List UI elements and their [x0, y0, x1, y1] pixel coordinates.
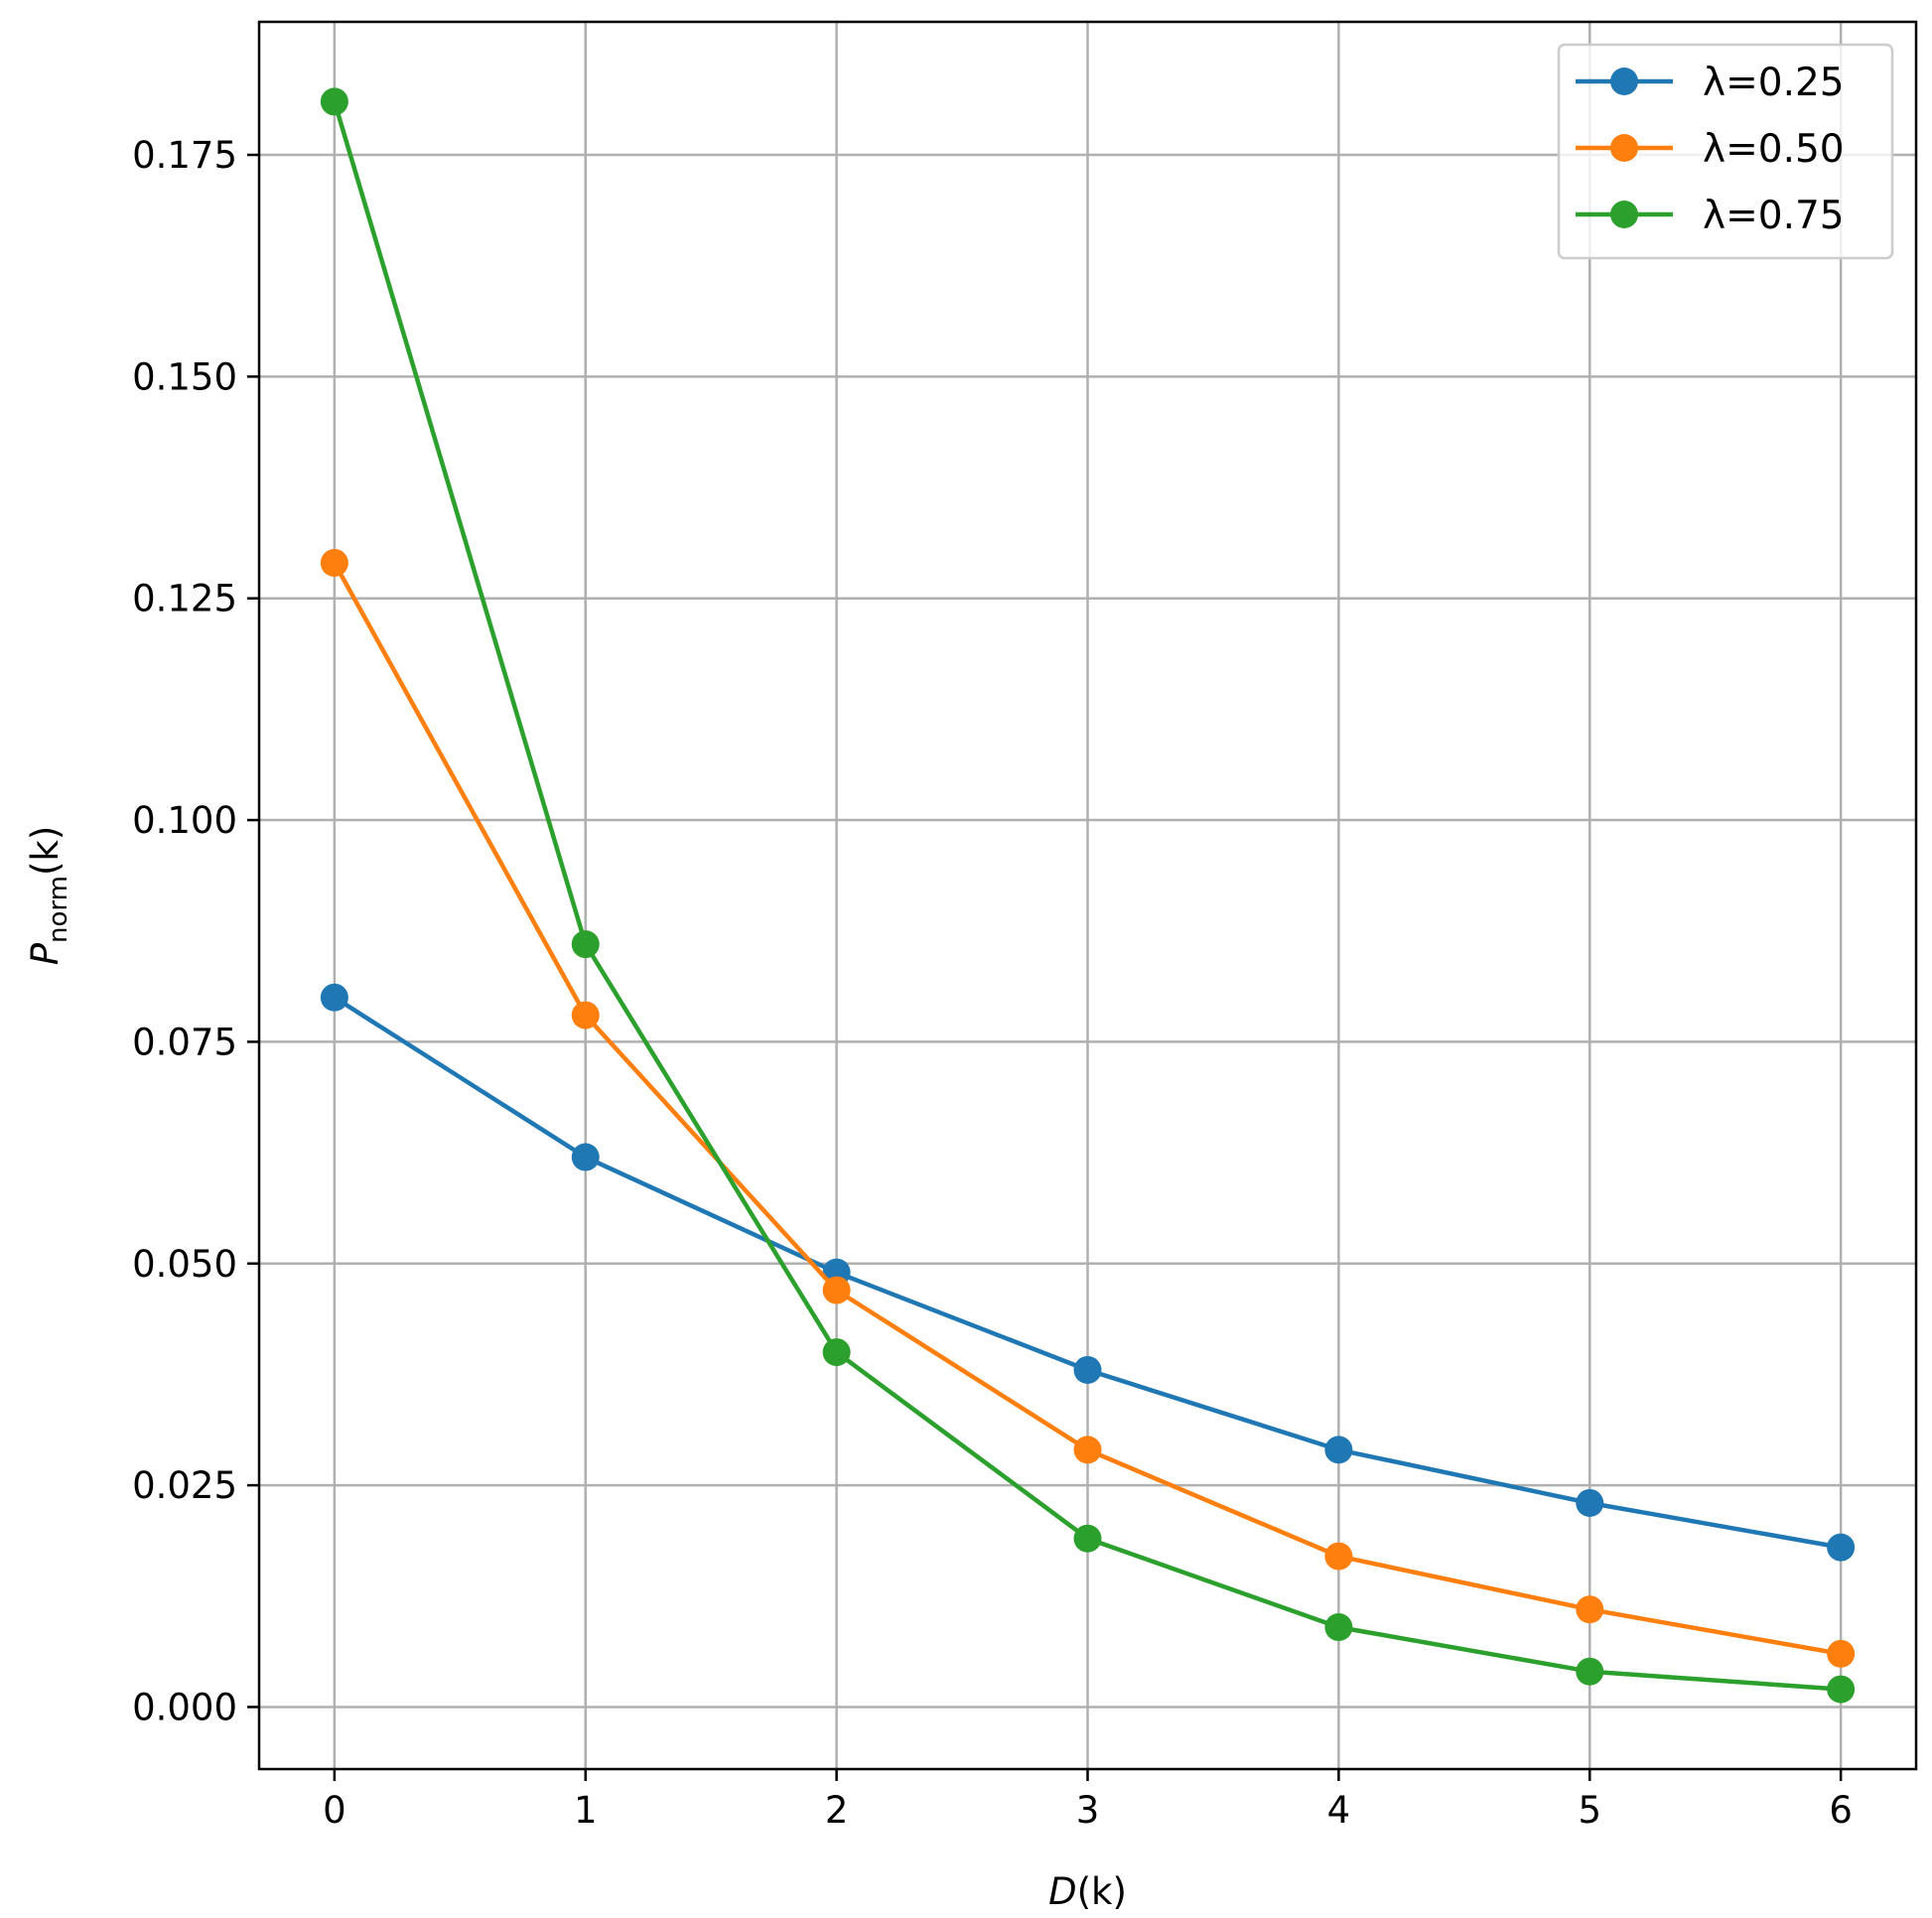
legend-marker — [1610, 68, 1638, 95]
data-point — [571, 930, 600, 959]
data-point — [571, 1143, 600, 1171]
x-axis-label-main: D — [1048, 1870, 1077, 1913]
data-point — [1576, 1595, 1604, 1624]
x-tick-label: 0 — [323, 1789, 346, 1832]
data-point — [1827, 1639, 1856, 1668]
x-axis-label: D(k) — [1048, 1870, 1127, 1913]
series-2 — [320, 548, 1856, 1668]
x-tick-label: 5 — [1578, 1789, 1601, 1832]
data-point — [1576, 1657, 1604, 1686]
data-point — [1576, 1488, 1604, 1517]
legend-label: λ=0.75 — [1703, 194, 1845, 238]
x-tick-label: 2 — [825, 1789, 849, 1832]
y-tick-label: 0.100 — [132, 799, 237, 842]
legend-item: λ=0.25 — [1576, 61, 1845, 105]
data-point — [1073, 1524, 1102, 1553]
y-tick-label: 0.000 — [132, 1686, 237, 1728]
x-tick-label: 1 — [574, 1789, 598, 1832]
y-tick-label: 0.050 — [132, 1243, 237, 1286]
legend-marker — [1610, 201, 1638, 228]
legend-marker — [1610, 134, 1638, 162]
data-point — [1827, 1533, 1856, 1562]
y-tick-label: 0.175 — [132, 134, 237, 177]
grid — [259, 22, 1916, 1769]
y-tick-label: 0.025 — [132, 1464, 237, 1507]
legend-box — [1557, 43, 1894, 260]
data-point — [320, 548, 348, 577]
y-tick-label: 0.150 — [132, 355, 237, 398]
data-point — [571, 1001, 600, 1029]
y-axis-label-sub: norm — [44, 876, 73, 943]
y-tick-label: 0.125 — [132, 578, 237, 620]
data-point — [1324, 1613, 1353, 1642]
data-point — [822, 1338, 851, 1367]
data-point — [1073, 1355, 1102, 1384]
axis-ticks: 0 1 2 3 4 5 6 0.000 0.025 0.050 0.075 0.100 0.125 0.1… — [132, 134, 1853, 1832]
data-point — [1324, 1542, 1353, 1571]
y-tick-label: 0.075 — [132, 1021, 237, 1063]
y-axis-label-rest: (k) — [24, 826, 67, 876]
legend-label: λ=0.25 — [1703, 61, 1845, 105]
data-point — [1827, 1675, 1856, 1704]
series-1 — [320, 983, 1856, 1562]
data-point — [320, 87, 348, 116]
data-point — [1073, 1436, 1102, 1464]
y-axis-label: Pnorm(k) — [24, 826, 73, 966]
series-3 — [320, 87, 1856, 1704]
data-point — [320, 983, 348, 1012]
data-point — [1324, 1436, 1353, 1464]
series-group — [320, 87, 1856, 1704]
x-tick-label: 3 — [1076, 1789, 1100, 1832]
data-point — [822, 1276, 851, 1304]
legend-item: λ=0.50 — [1576, 127, 1845, 172]
legend-item: λ=0.75 — [1576, 194, 1845, 238]
x-axis-label-rest: (k) — [1077, 1870, 1127, 1913]
legend: λ=0.25 λ=0.50 λ=0.75 — [1557, 43, 1894, 260]
x-tick-label: 6 — [1829, 1789, 1853, 1832]
y-axis-label-main: P — [24, 942, 67, 965]
x-tick-label: 4 — [1327, 1789, 1351, 1832]
legend-label: λ=0.50 — [1703, 127, 1845, 172]
